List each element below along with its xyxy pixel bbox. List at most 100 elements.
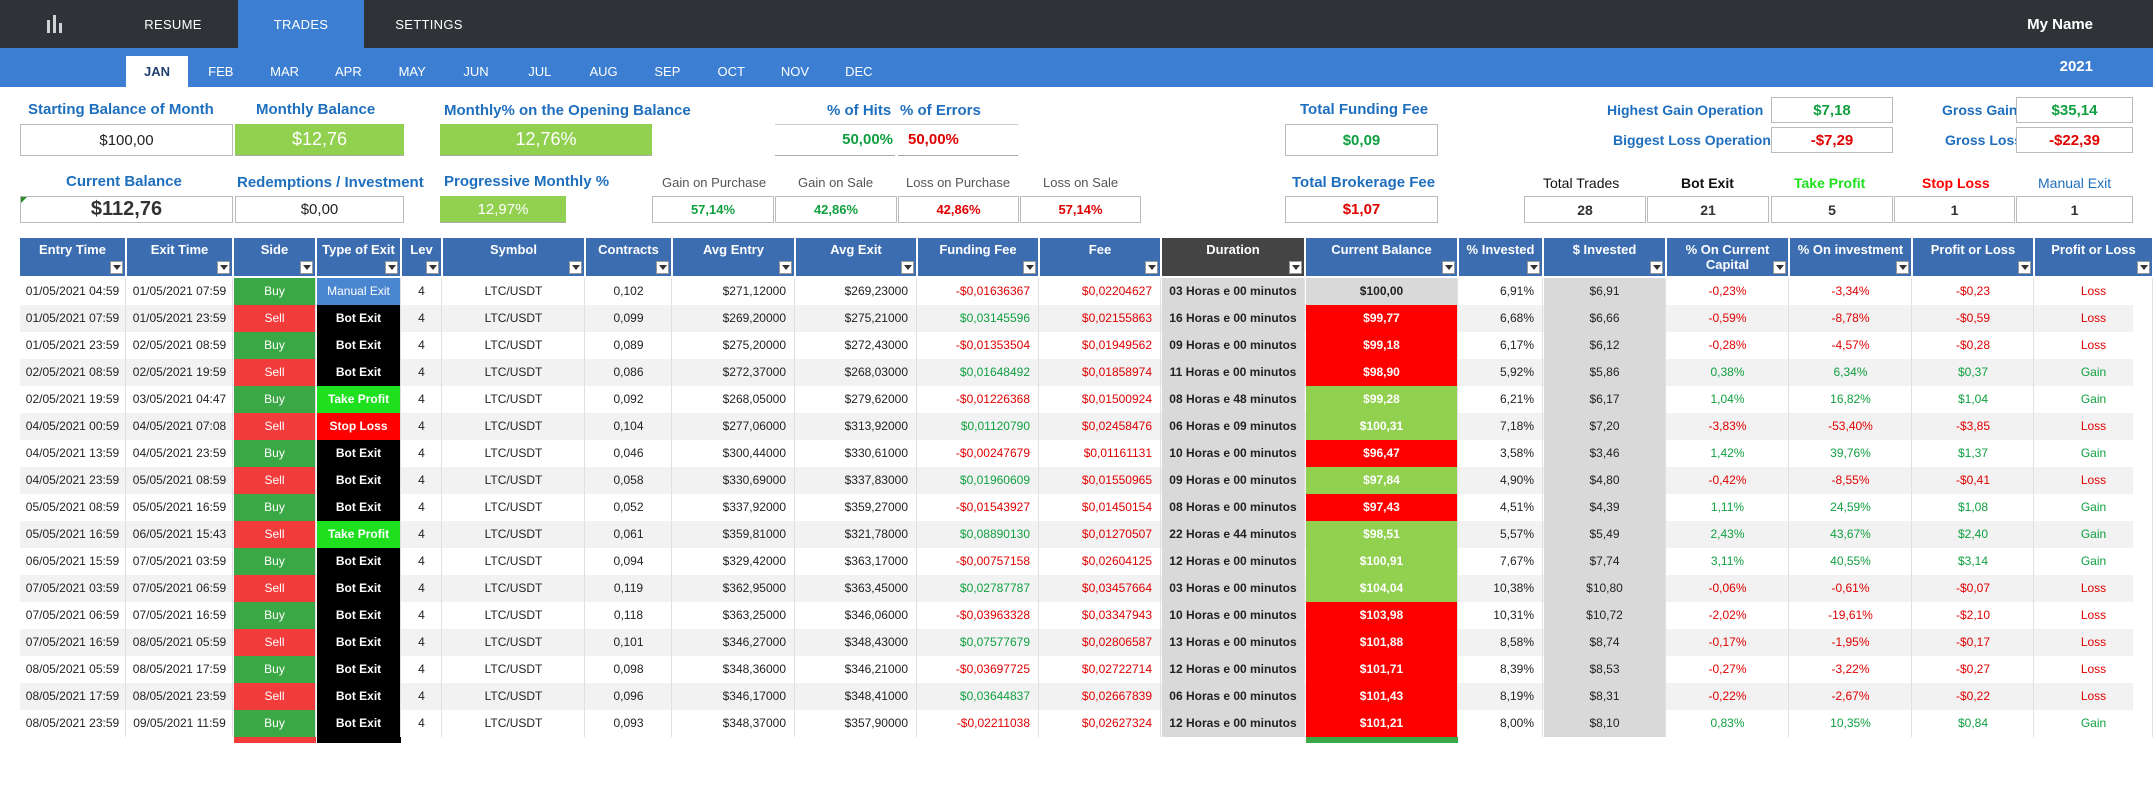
- cell-exit-time: 01/05/2021 07:59: [127, 278, 233, 305]
- cell-exit-time: 07/05/2021 06:59: [127, 575, 233, 602]
- cell-profit-or-loss-result: Loss: [2035, 413, 2153, 440]
- table-row[interactable]: 08/05/2021 23:59 09/05/2021 11:59 Buy Bot E…: [20, 710, 2153, 737]
- cell-current-balance: $100,00: [1306, 278, 1458, 305]
- header-label: Profit or Loss: [2051, 242, 2136, 257]
- filter-dropdown-icon[interactable]: [1650, 261, 1663, 274]
- cell-funding-fee: $0,08890130: [918, 521, 1039, 548]
- filter-dropdown-icon[interactable]: [569, 261, 582, 274]
- month-tab-apr[interactable]: APR: [335, 64, 362, 79]
- cell-pct-on-investment: -19,61%: [1790, 602, 1912, 629]
- header-label: Profit or Loss: [1930, 242, 2016, 257]
- cell-usd-invested: $6,17: [1544, 386, 1666, 413]
- user-name[interactable]: My Name: [2027, 15, 2093, 33]
- cell-symbol: LTC/USDT: [443, 602, 585, 629]
- tab-settings[interactable]: SETTINGS: [395, 16, 463, 32]
- filter-dropdown-icon[interactable]: [1145, 261, 1158, 274]
- month-tab-jun[interactable]: JUN: [463, 64, 489, 79]
- filter-dropdown-icon[interactable]: [2018, 261, 2031, 274]
- gain-purchase-label: Gain on Purchase: [662, 175, 767, 190]
- table-row[interactable]: 06/05/2021 15:59 07/05/2021 03:59 Buy Bot E…: [20, 548, 2153, 575]
- table-row[interactable]: 01/05/2021 04:59 01/05/2021 07:59 Buy Manua…: [20, 278, 2153, 305]
- month-tab-feb[interactable]: FEB: [208, 64, 234, 79]
- cell-exit-time: 09/05/2021 11:59: [127, 710, 233, 737]
- filter-dropdown-icon[interactable]: [2137, 261, 2150, 274]
- cell-pct-on-investment: 40,55%: [1790, 548, 1912, 575]
- cell-profit-or-loss-value: -$0,59: [1913, 305, 2034, 332]
- cell-profit-or-loss-result: Loss: [2035, 683, 2153, 710]
- filter-dropdown-icon[interactable]: [1527, 261, 1540, 274]
- filter-dropdown-icon[interactable]: [901, 261, 914, 274]
- biggest-loss-value: -$7,29: [1771, 127, 1893, 153]
- table-row[interactable]: 07/05/2021 03:59 07/05/2021 06:59 Sell Bot …: [20, 575, 2153, 602]
- header-label: $ Invested: [1572, 242, 1637, 257]
- table-row[interactable]: 02/05/2021 19:59 03/05/2021 04:47 Buy Take …: [20, 386, 2153, 413]
- cell-avg-entry: $300,44000: [673, 440, 795, 467]
- table-row[interactable]: 07/05/2021 16:59 08/05/2021 05:59 Sell Bot …: [20, 629, 2153, 656]
- month-bar: JAN FEB MAR APR MAY JUN JUL AUG SEP OCT NOV DEC 202…: [0, 48, 2153, 87]
- filter-dropdown-icon[interactable]: [1023, 261, 1036, 274]
- month-tab-sep[interactable]: SEP: [654, 64, 681, 79]
- month-tab-may[interactable]: MAY: [398, 64, 426, 79]
- cell-current-balance: $99,28: [1306, 386, 1458, 413]
- table-row[interactable]: 05/05/2021 16:59 06/05/2021 15:43 Sell Take…: [20, 521, 2153, 548]
- filter-dropdown-icon[interactable]: [426, 261, 439, 274]
- header-side: Side: [234, 238, 316, 276]
- highest-gain-label: Highest Gain Operation: [1607, 102, 1764, 118]
- filter-dropdown-icon[interactable]: [110, 261, 123, 274]
- cell-profit-or-loss-result: Loss: [2035, 602, 2153, 629]
- cell-avg-entry: $359,81000: [673, 521, 795, 548]
- cell-funding-fee: $0,01120790: [918, 413, 1039, 440]
- month-tab-dec[interactable]: DEC: [845, 64, 873, 79]
- filter-dropdown-icon[interactable]: [656, 261, 669, 274]
- cell-current-balance: $101,71: [1306, 656, 1458, 683]
- filter-dropdown-icon[interactable]: [385, 261, 398, 274]
- cell-duration: 12 Horas e 00 minutos: [1162, 710, 1305, 737]
- table-row[interactable]: 01/05/2021 23:59 02/05/2021 08:59 Buy Bot E…: [20, 332, 2153, 359]
- cell-contracts: 0,096: [586, 683, 672, 710]
- app-logo[interactable]: [0, 0, 110, 48]
- cell-pct-current-capital: -0,42%: [1667, 467, 1789, 494]
- month-tab-jan[interactable]: JAN: [126, 56, 188, 87]
- cell-exit-time: 05/05/2021 16:59: [127, 494, 233, 521]
- cell-type-of-exit: Bot Exit: [317, 602, 401, 629]
- cell-entry-time: 04/05/2021 00:59: [20, 413, 126, 440]
- table-row[interactable]: 02/05/2021 08:59 02/05/2021 19:59 Sell Bot …: [20, 359, 2153, 386]
- filter-dropdown-icon[interactable]: [300, 261, 313, 274]
- cell-symbol: LTC/USDT: [443, 332, 585, 359]
- cell-exit-time: 08/05/2021 17:59: [127, 656, 233, 683]
- table-row[interactable]: 07/05/2021 06:59 07/05/2021 16:59 Buy Bot E…: [20, 602, 2153, 629]
- cell-avg-entry: $346,27000: [673, 629, 795, 656]
- month-tab-aug[interactable]: AUG: [589, 64, 618, 79]
- filter-dropdown-icon[interactable]: [1442, 261, 1455, 274]
- month-tab-oct[interactable]: OCT: [717, 64, 745, 79]
- month-tab-nov[interactable]: NOV: [780, 64, 810, 79]
- filter-dropdown-icon[interactable]: [1896, 261, 1909, 274]
- table-row[interactable]: 04/05/2021 00:59 04/05/2021 07:08 Sell Stop…: [20, 413, 2153, 440]
- table-row[interactable]: 08/05/2021 17:59 08/05/2021 23:59 Sell Bot …: [20, 683, 2153, 710]
- cell-duration: 22 Horas e 44 minutos: [1162, 521, 1305, 548]
- year-label: 2021: [2059, 58, 2093, 75]
- table-row[interactable]: 08/05/2021 05:59 08/05/2021 17:59 Buy Bot E…: [20, 656, 2153, 683]
- cell-current-balance: $100,91: [1306, 548, 1458, 575]
- filter-dropdown-icon[interactable]: [779, 261, 792, 274]
- stop-loss-value: 1: [1894, 196, 2015, 223]
- header-label: % On Current Capital: [1685, 242, 1770, 272]
- filter-dropdown-icon[interactable]: [1289, 261, 1302, 274]
- month-tab-mar[interactable]: MAR: [270, 64, 300, 79]
- tab-trades[interactable]: TRADES: [238, 0, 364, 48]
- cell-funding-fee: $0,02787787: [918, 575, 1039, 602]
- month-tab-jul[interactable]: JUL: [528, 64, 552, 79]
- filter-dropdown-icon[interactable]: [217, 261, 230, 274]
- table-row[interactable]: 04/05/2021 23:59 05/05/2021 08:59 Sell Bot …: [20, 467, 2153, 494]
- cell-symbol: LTC/USDT: [443, 440, 585, 467]
- tab-resume[interactable]: RESUME: [144, 16, 202, 32]
- table-row[interactable]: 01/05/2021 07:59 01/05/2021 23:59 Sell Bot …: [20, 305, 2153, 332]
- cell-side: Buy: [234, 494, 316, 521]
- filter-dropdown-icon[interactable]: [1773, 261, 1786, 274]
- table-row[interactable]: 04/05/2021 13:59 04/05/2021 23:59 Buy Bot E…: [20, 440, 2153, 467]
- cell-fee: $0,02667839: [1040, 683, 1161, 710]
- table-row[interactable]: 05/05/2021 08:59 05/05/2021 16:59 Buy Bot E…: [20, 494, 2153, 521]
- progressive-label: Progressive Monthly %: [444, 173, 610, 190]
- cell-profit-or-loss-result: Loss: [2035, 575, 2153, 602]
- cell-current-balance: $101,43: [1306, 683, 1458, 710]
